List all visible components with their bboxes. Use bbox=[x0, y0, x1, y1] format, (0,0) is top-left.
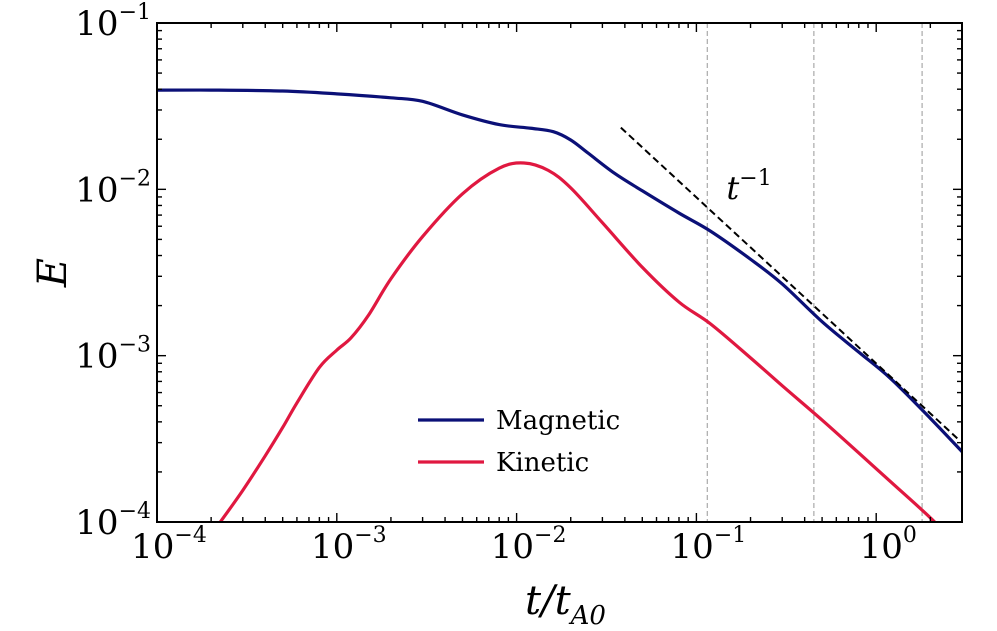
reference-line-label-exp: −1 bbox=[739, 166, 771, 191]
y-tick-label-2-exp: −2 bbox=[119, 166, 151, 191]
y-axis-title: E bbox=[30, 258, 76, 288]
y-tick-label-0-exp: −4 bbox=[119, 499, 151, 524]
vertical-reference-lines bbox=[706, 23, 923, 522]
y-tick-label-1-exp: −3 bbox=[119, 333, 151, 358]
y-tick-label-0: 10−4 bbox=[75, 499, 151, 543]
series-kinetic-line bbox=[218, 161, 937, 522]
x-tick-label-2-exp: −2 bbox=[534, 523, 566, 548]
plot-frame bbox=[156, 22, 963, 523]
y-tick-label-1-base: 10 bbox=[75, 337, 118, 377]
axis-ticks bbox=[156, 22, 963, 523]
x-tick-label-0-exp: −4 bbox=[174, 523, 206, 548]
series-magnetic-line bbox=[157, 88, 962, 454]
y-tick-label-3: 10−1 bbox=[75, 0, 151, 44]
reference-line-label-base: t bbox=[726, 169, 739, 207]
x-tick-label-3-exp: −1 bbox=[714, 523, 746, 548]
x-tick-label-0-base: 10 bbox=[131, 527, 174, 567]
x-tick-label-4: 100 bbox=[860, 523, 917, 567]
y-tick-label-2-base: 10 bbox=[75, 170, 118, 210]
legend-label-magnetic: Magnetic bbox=[496, 406, 620, 436]
x-axis-title-sub: A0 bbox=[569, 601, 606, 631]
reference-line-layer: t−1 bbox=[620, 126, 961, 442]
x-tick-label-2-base: 10 bbox=[491, 527, 534, 567]
series-layer bbox=[157, 88, 962, 522]
x-axis-title-main: t/t bbox=[525, 578, 572, 624]
y-tick-label-1: 10−3 bbox=[75, 333, 151, 377]
x-tick-label-3: 10−1 bbox=[671, 523, 747, 567]
x-tick-label-1-base: 10 bbox=[311, 527, 354, 567]
x-tick-label-2: 10−2 bbox=[491, 523, 567, 567]
reference-line-label: t−1 bbox=[726, 166, 771, 207]
x-tick-label-4-base: 10 bbox=[860, 527, 903, 567]
axis-titles: t/tA0 E bbox=[30, 258, 606, 631]
y-tick-label-2: 10−2 bbox=[75, 166, 151, 210]
legend-label-kinetic: Kinetic bbox=[496, 448, 589, 478]
y-tick-label-3-base: 10 bbox=[75, 4, 118, 44]
y-tick-label-3-exp: −1 bbox=[119, 0, 151, 25]
x-tick-label-1: 10−3 bbox=[311, 523, 387, 567]
x-axis-title: t/tA0 bbox=[525, 578, 606, 631]
x-tick-label-1-exp: −3 bbox=[354, 523, 386, 548]
y-tick-label-0-base: 10 bbox=[75, 503, 118, 543]
x-tick-label-0: 10−4 bbox=[131, 523, 207, 567]
x-tick-label-3-base: 10 bbox=[671, 527, 714, 567]
x-tick-label-4-exp: 0 bbox=[903, 523, 917, 548]
legend: Magnetic Kinetic bbox=[418, 406, 620, 478]
